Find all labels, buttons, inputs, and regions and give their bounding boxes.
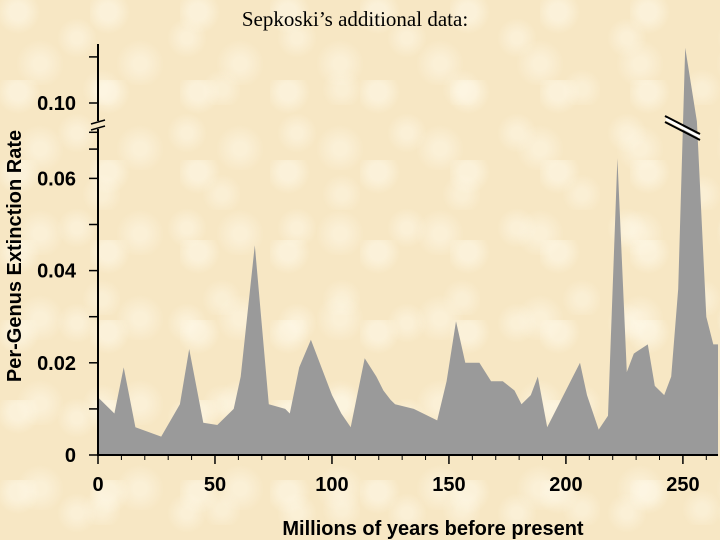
extinction-area [98, 47, 718, 455]
y-tick-label: 0.04 [37, 261, 77, 283]
x-tick-label: 0 [92, 474, 103, 496]
y-axis-break-mark [90, 119, 106, 131]
series-break-mark [664, 115, 701, 141]
y-tick-label: 0.10 [37, 93, 76, 115]
axes-layer [90, 44, 718, 456]
chart-title: Sepkoski’s additional data: [242, 7, 468, 31]
x-tick-label: 250 [666, 474, 699, 496]
ticks-layer: 0 0.02 0.04 0.06 0.10 0 50 100 150 200 250 [37, 56, 707, 496]
y-tick-label: 0 [65, 445, 76, 467]
y-tick-label: 0.02 [37, 353, 76, 375]
x-axis-label: Millions of years before present [282, 518, 584, 540]
y-axis-label: Per-Genus Extinction Rate [4, 130, 26, 382]
y-tick-label: 0.06 [37, 168, 76, 190]
x-tick-label: 150 [432, 474, 465, 496]
x-tick-label: 200 [549, 474, 582, 496]
x-tick-label: 100 [315, 474, 348, 496]
x-tick-label: 50 [204, 474, 226, 496]
area-layer [98, 47, 718, 455]
